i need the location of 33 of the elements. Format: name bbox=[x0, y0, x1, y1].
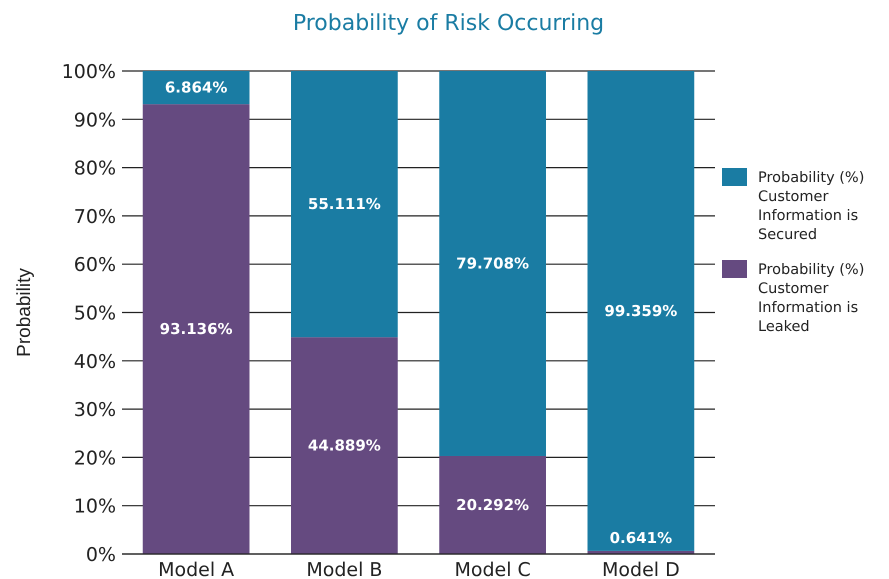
y-tick-label: 30% bbox=[74, 399, 116, 422]
bar bbox=[588, 71, 694, 551]
bar bbox=[291, 337, 398, 554]
y-tick-label: 90% bbox=[74, 109, 116, 132]
y-tick-label: 10% bbox=[74, 496, 116, 518]
y-tick-label: 0% bbox=[86, 544, 116, 566]
chart-title: Probability of Risk Occurring bbox=[292, 11, 604, 36]
bar bbox=[439, 456, 546, 554]
x-tick-label: Model D bbox=[602, 559, 680, 579]
x-tick-label: Model A bbox=[158, 559, 234, 579]
y-tick-label: 20% bbox=[74, 447, 116, 470]
y-tick-label: 40% bbox=[74, 350, 116, 373]
y-tick-label: 80% bbox=[74, 158, 116, 180]
data-label: 79.708% bbox=[456, 254, 530, 272]
data-label: 99.359% bbox=[604, 302, 678, 320]
legend-label: Probability (%) Customer Information is Secured bbox=[758, 170, 864, 243]
y-axis-title: Probability bbox=[14, 268, 35, 357]
data-label: 0.641% bbox=[610, 528, 672, 547]
data-label: 20.292% bbox=[456, 496, 530, 514]
x-tick-label: Model B bbox=[306, 559, 382, 579]
x-tick-label: Model C bbox=[454, 559, 531, 579]
y-tick-label: 70% bbox=[74, 206, 116, 228]
data-label: 93.136% bbox=[160, 320, 233, 338]
bar bbox=[142, 104, 250, 554]
legend-label: Probability (%) Customer Information is Leaked bbox=[758, 262, 864, 335]
y-tick-label: 60% bbox=[74, 254, 116, 276]
data-label: 55.111% bbox=[308, 195, 381, 214]
data-label: 44.889% bbox=[308, 436, 381, 455]
y-tick-label: 50% bbox=[74, 302, 116, 324]
bar bbox=[439, 71, 546, 456]
y-tick-label: 100% bbox=[62, 61, 116, 83]
bar bbox=[291, 71, 398, 338]
data-label: 6.864% bbox=[164, 78, 228, 97]
